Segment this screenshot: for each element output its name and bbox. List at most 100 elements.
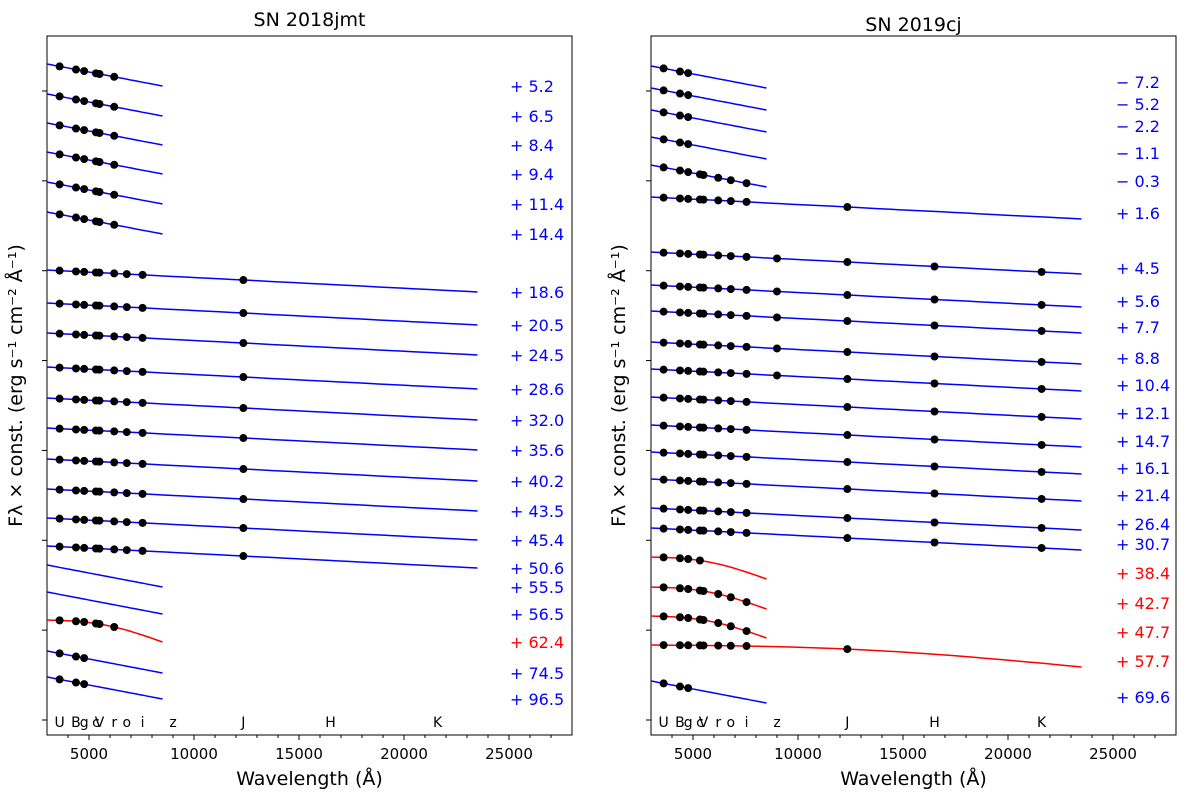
photometry-point: [659, 612, 668, 621]
sed-curve: [46, 591, 163, 615]
photometry-point: [71, 124, 80, 133]
photometry-point: [742, 508, 751, 517]
photometry-point: [55, 363, 64, 372]
filter-label-B: B: [71, 715, 81, 731]
photometry-point: [699, 477, 708, 486]
photometry-point: [930, 435, 939, 444]
photometry-point: [95, 70, 104, 78]
photometry-point: [659, 365, 668, 374]
photometry-point: [659, 475, 668, 484]
photometry-point: [714, 641, 723, 650]
photometry-point: [684, 113, 693, 122]
photometry-point: [1037, 384, 1046, 393]
sed-curve: [46, 427, 478, 451]
photometry-point: [122, 489, 131, 498]
filter-label-H: H: [929, 715, 940, 731]
photometry-point: [699, 526, 708, 535]
photometry-point: [699, 250, 708, 259]
photometry-point: [684, 69, 693, 78]
epoch-label: + 47.7: [1116, 623, 1170, 642]
sed-curve: [46, 545, 478, 569]
photometry-point: [110, 397, 119, 406]
photometry-point: [80, 185, 89, 194]
epoch-label: + 8.4: [510, 136, 554, 155]
sed-curve: [650, 87, 767, 111]
photometry-point: [1037, 412, 1046, 421]
photometry-point: [110, 622, 119, 631]
epoch-label: + 10.4: [1116, 376, 1170, 395]
sed-curve: [46, 619, 163, 643]
photometry-point: [742, 197, 751, 206]
photometry-point: [659, 135, 668, 144]
sed-curve: [46, 488, 478, 512]
photometry-point: [71, 330, 80, 339]
photometry-point: [1037, 326, 1046, 335]
photometry-point: [699, 506, 708, 515]
photometry-point: [122, 303, 131, 312]
photometry-point: [742, 397, 751, 406]
photometry-point: [699, 340, 708, 349]
photometry-point: [71, 95, 80, 104]
photometry-point: [55, 62, 64, 71]
photometry-point: [742, 627, 751, 636]
photometry-point: [138, 398, 147, 407]
photometry-point: [138, 546, 147, 555]
epoch-label: + 56.5: [510, 605, 564, 624]
photometry-point: [71, 515, 80, 524]
photometry-point: [659, 86, 668, 95]
epoch-label: + 1.6: [1116, 204, 1160, 223]
filter-label-i: i: [141, 715, 145, 731]
photometry-point: [110, 102, 119, 111]
photometry-point: [699, 423, 708, 432]
photometry-point: [675, 584, 684, 593]
photometry-point: [239, 524, 248, 533]
photometry-point: [95, 487, 104, 496]
photometry-point: [71, 486, 80, 495]
photometry-point: [714, 251, 723, 260]
epoch-label: + 40.2: [510, 472, 564, 491]
epoch-label: + 62.4: [510, 633, 564, 652]
photometry-point: [659, 504, 668, 513]
photometry-point: [239, 339, 248, 348]
photometry-point: [684, 449, 693, 458]
panel-sn2019cj: SN 2019cj 5000 10000 15000 20000 25000 Wavelen…: [607, 14, 1177, 790]
photometry-point: [122, 459, 131, 468]
chart-title: SN 2019cj: [865, 14, 961, 36]
photometry-point: [699, 367, 708, 376]
photometry-point: [239, 309, 248, 318]
photometry-point: [726, 197, 735, 206]
sed-curve: [650, 615, 767, 639]
sed-curve: [650, 507, 1082, 531]
photometry-point: [659, 553, 668, 562]
photometry-point: [80, 126, 89, 135]
photometry-point: [843, 203, 852, 212]
photometry-point: [80, 67, 89, 76]
photometry-point: [138, 489, 147, 498]
photometry-point: [659, 448, 668, 457]
x-tick-label: 10000: [774, 745, 822, 763]
photometry-point: [122, 333, 131, 342]
epoch-label: + 26.4: [1116, 515, 1170, 534]
sed-curve: [46, 181, 163, 205]
sed-curve: [650, 368, 1082, 392]
filter-label-c: c: [92, 715, 100, 731]
sed-curve: [650, 251, 1082, 275]
photometry-point: [71, 300, 80, 309]
photometry-point: [714, 527, 723, 536]
photometry-point: [726, 285, 735, 294]
photometry-point: [80, 330, 89, 339]
photometry-point: [684, 613, 693, 622]
photometry-point: [95, 188, 104, 196]
photometry-point: [239, 276, 248, 285]
epoch-label: + 12.1: [1116, 404, 1170, 423]
photometry-point: [80, 617, 89, 626]
epoch-label: − 2.2: [1116, 117, 1160, 136]
photometry-point: [122, 428, 131, 437]
filter-label-z: z: [169, 715, 176, 731]
sed-curve: [650, 65, 767, 89]
photometry-point: [930, 295, 939, 304]
photometry-point: [675, 308, 684, 317]
photometry-point: [773, 254, 781, 263]
epoch-label: + 11.4: [510, 195, 564, 214]
photometry-point: [684, 554, 693, 563]
